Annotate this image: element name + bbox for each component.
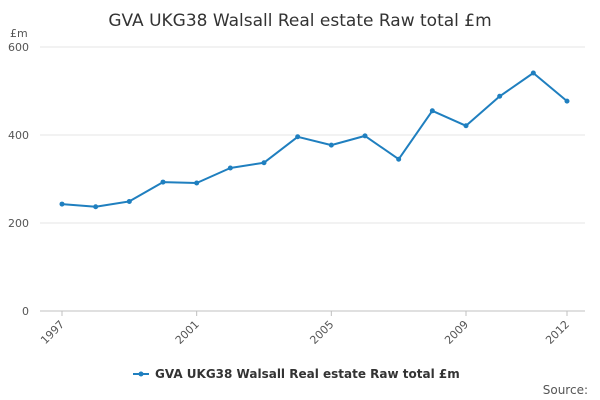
data-point[interactable] [126,198,132,204]
data-point[interactable] [295,134,301,140]
data-point[interactable] [429,108,435,114]
data-point[interactable] [497,93,503,99]
y-axis-unit-label: £m [10,27,28,40]
series-line [61,72,568,208]
data-point[interactable] [362,133,368,139]
data-point[interactable] [261,160,267,166]
data-point[interactable] [59,201,65,207]
x-tick-label: 2001 [173,318,202,347]
y-tick-label: 400 [8,129,29,142]
legend[interactable]: GVA UKG38 Walsall Real estate Raw total … [133,367,460,381]
y-tick-label: 600 [8,41,29,54]
legend-marker [138,371,144,377]
data-point[interactable] [194,180,200,186]
data-point[interactable] [328,142,334,148]
x-tick-label: 2005 [307,318,336,347]
data-point[interactable] [227,165,233,171]
series-group [59,70,570,210]
data-point[interactable] [463,123,469,129]
x-axis: 1997 2001 2005 2009 2012 [38,311,572,347]
chart-title: GVA UKG38 Walsall Real estate Raw total … [108,11,491,31]
legend-item-label: GVA UKG38 Walsall Real estate Raw total … [155,367,460,381]
gridlines [40,46,585,312]
y-tick-label: 0 [22,305,29,318]
source-label: Source: [543,383,588,397]
x-tick-label: 1997 [38,318,67,347]
y-axis-ticks: 0 200 400 600 [8,41,29,318]
data-point[interactable] [564,98,570,104]
data-point[interactable] [160,179,166,185]
x-tick-label: 2012 [543,318,572,347]
data-point[interactable] [530,70,536,76]
y-tick-label: 200 [8,217,29,230]
x-tick-label: 2009 [442,318,471,347]
data-point[interactable] [93,204,99,210]
data-point[interactable] [396,156,402,162]
